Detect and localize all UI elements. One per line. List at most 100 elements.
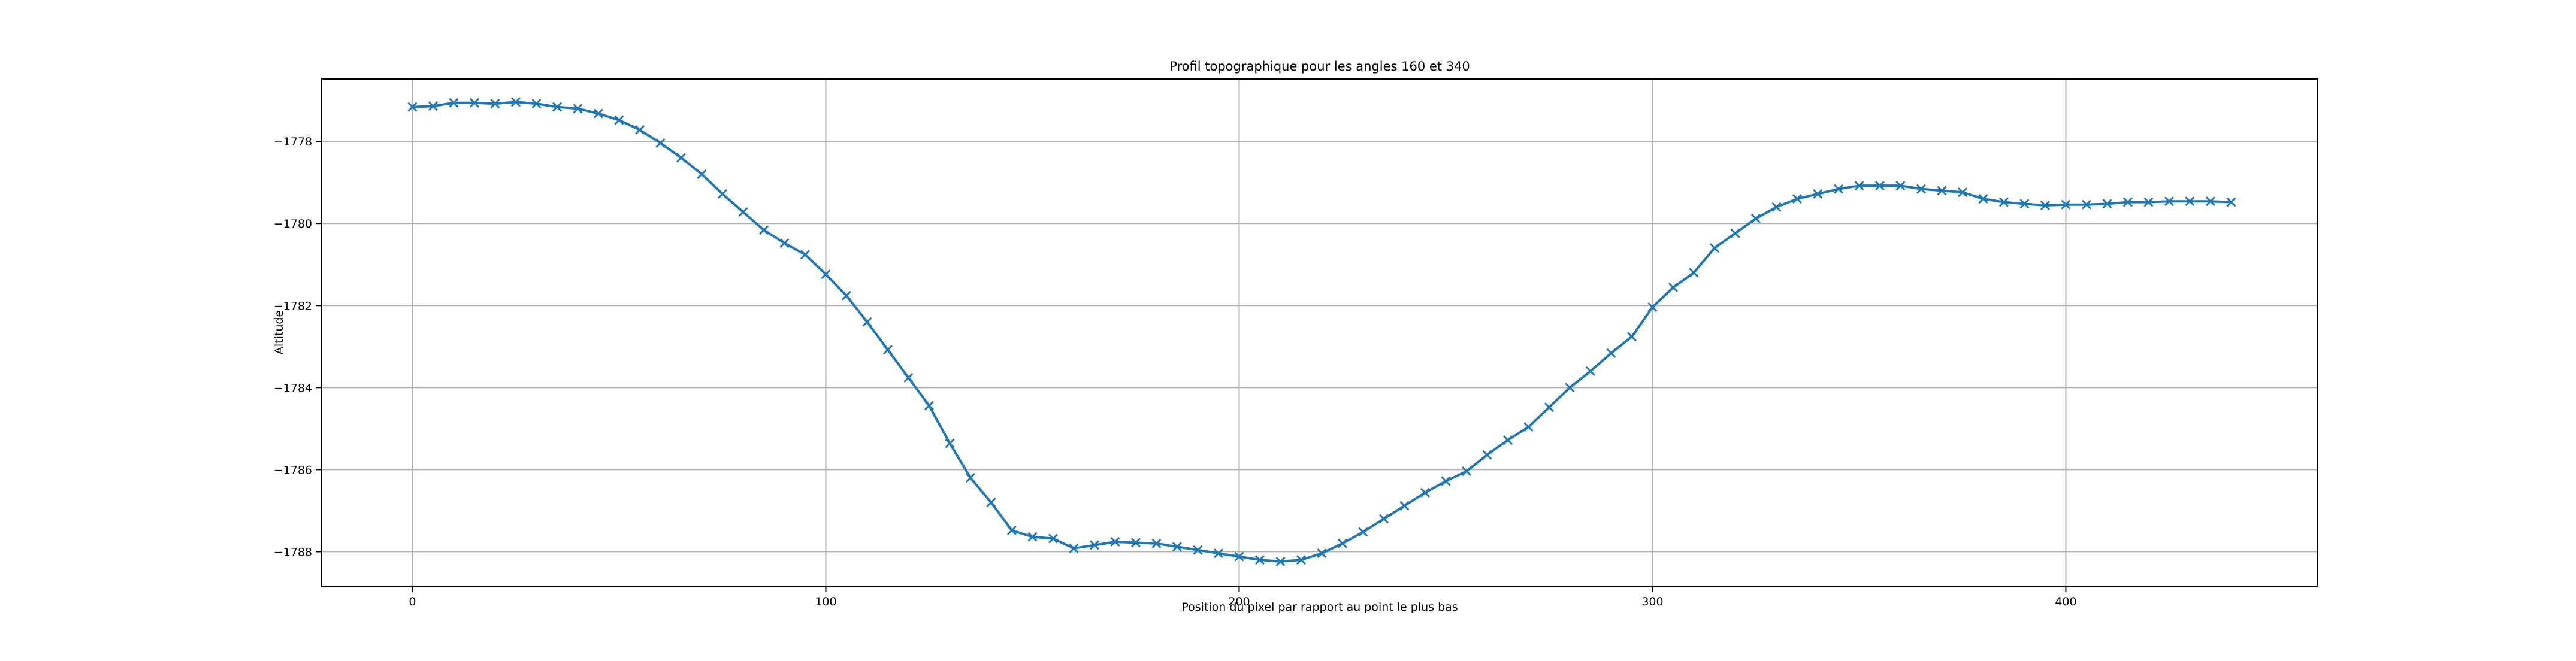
data-marker <box>841 290 852 301</box>
data-marker <box>1048 533 1059 544</box>
data-marker <box>945 438 955 448</box>
data-marker <box>1069 543 1079 554</box>
data-marker <box>614 115 624 125</box>
data-marker <box>1358 527 1368 537</box>
data-marker <box>407 102 418 112</box>
data-marker <box>1523 422 1534 432</box>
data-marker <box>1461 466 1472 477</box>
data-marker <box>1089 540 1100 550</box>
data-marker <box>2102 199 2112 209</box>
data-marker <box>1482 450 1492 460</box>
data-marker <box>862 317 872 327</box>
data-marker <box>1172 542 1183 552</box>
x-axis-label: Position du pixel par rapport au point l… <box>1181 601 1458 614</box>
data-marker <box>1833 184 1844 194</box>
data-marker <box>428 101 439 111</box>
data-marker <box>903 372 914 383</box>
data-marker <box>1606 348 1616 358</box>
data-marker <box>1978 194 1988 204</box>
data-marker <box>655 138 666 148</box>
data-marker <box>593 108 604 119</box>
data-marker <box>1585 366 1596 376</box>
data-marker <box>2061 199 2071 210</box>
data-marker <box>1730 228 1740 238</box>
data-marker <box>717 189 728 199</box>
data-marker <box>1854 181 1864 191</box>
data-marker <box>1234 551 1244 562</box>
data-marker <box>634 125 645 135</box>
y-tick-label: −1780 <box>274 217 312 231</box>
y-tick-label: −1778 <box>274 135 312 148</box>
data-marker <box>1441 476 1451 486</box>
y-tick-label: −1788 <box>274 545 312 559</box>
data-marker <box>510 97 521 107</box>
data-marker <box>1937 186 1947 196</box>
data-marker <box>1006 525 1017 535</box>
data-marker <box>490 99 500 109</box>
data-marker <box>2081 199 2092 210</box>
data-marker <box>1502 435 1513 445</box>
data-marker <box>1337 538 1348 548</box>
data-marker <box>986 498 996 508</box>
data-marker <box>2143 197 2154 207</box>
data-marker <box>552 102 563 112</box>
data-marker <box>1544 402 1555 413</box>
data-marker <box>1275 556 1286 566</box>
data-marker <box>1193 545 1203 555</box>
data-marker <box>1420 487 1431 498</box>
data-marker <box>531 99 542 109</box>
data-marker <box>1668 283 1679 293</box>
data-marker <box>924 401 935 411</box>
data-marker <box>1689 268 1699 278</box>
data-marker <box>1957 187 1968 198</box>
data-marker <box>779 238 790 248</box>
data-marker <box>1895 181 1906 191</box>
chart-title: Profil topographique pour les angles 160… <box>1169 59 1470 74</box>
data-marker <box>1792 194 1803 204</box>
data-marker <box>1998 197 2009 207</box>
data-marker <box>1378 514 1389 524</box>
data-marker <box>1399 501 1410 511</box>
data-marker <box>1813 189 1823 199</box>
data-marker <box>697 169 707 180</box>
data-marker <box>758 225 769 235</box>
data-marker <box>1110 536 1120 547</box>
y-tick-label: −1784 <box>274 381 312 395</box>
data-marker <box>738 207 748 217</box>
data-marker <box>1647 302 1658 313</box>
y-axis-label: Altitude <box>273 310 286 354</box>
y-tick-label: −1782 <box>274 299 312 313</box>
data-line <box>412 101 2232 563</box>
data-marker <box>1213 548 1224 559</box>
data-marker <box>1874 181 1885 191</box>
data-marker <box>1771 202 1782 212</box>
data-marker <box>1565 383 1575 393</box>
data-marker <box>2205 196 2216 207</box>
x-tick-label: 400 <box>2055 595 2076 608</box>
data-marker <box>1151 538 1162 548</box>
data-marker <box>1626 332 1637 342</box>
data-marker <box>800 250 811 260</box>
x-tick-label: 200 <box>1228 595 1250 608</box>
data-marker <box>965 473 976 483</box>
plot-frame <box>321 78 2318 587</box>
x-tick-label: 0 <box>409 595 416 608</box>
data-marker <box>1709 243 1720 253</box>
data-marker <box>676 153 687 163</box>
data-marker <box>573 104 583 114</box>
data-marker <box>449 98 459 108</box>
data-marker <box>1027 532 1038 542</box>
data-marker <box>1916 184 1927 194</box>
data-marker <box>2226 197 2236 207</box>
data-marker <box>2040 201 2051 211</box>
data-marker <box>1296 555 1307 565</box>
data-marker <box>821 269 831 280</box>
data-marker <box>2019 199 2030 209</box>
data-marker <box>2123 197 2133 207</box>
data-marker <box>2185 196 2195 207</box>
data-marker <box>1750 213 1761 224</box>
x-tick-label: 100 <box>815 595 836 608</box>
data-marker <box>1254 555 1265 565</box>
